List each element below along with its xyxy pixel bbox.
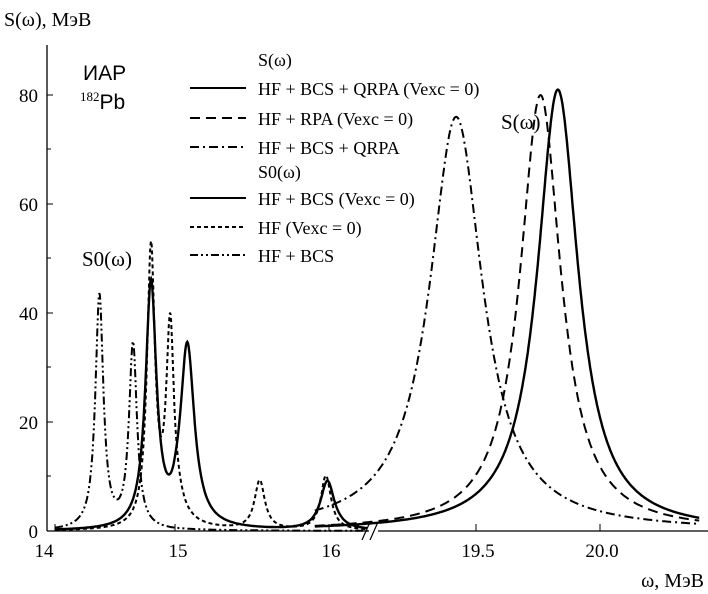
series-line-right-dashdot: [314, 115, 700, 525]
series-line-left-dotted: [55, 240, 368, 531]
y-axis-label: S(ω), МэВ: [4, 9, 91, 31]
series-layer: [54, 88, 700, 532]
mode-label: ИАР: [83, 62, 126, 85]
x-tick-label-16: 16: [322, 541, 341, 562]
series-line-left-dashdotdot: [54, 292, 368, 532]
y-tick-label-60: 60: [19, 195, 38, 216]
legend-label-hf-vexc0: HF (Vexc = 0): [258, 218, 362, 239]
legend-label-hf-rpa-vexc0: HF + RPA (Vexc = 0): [258, 109, 413, 130]
y-tick-label-80: 80: [19, 86, 38, 107]
series-line-left-solid: [55, 275, 368, 531]
y-tick-label-40: 40: [19, 304, 38, 325]
legend-label-hf-bcs: HF + BCS: [258, 246, 334, 266]
nucleus-symbol: Pb: [100, 91, 126, 114]
y-tick-label-20: 20: [19, 413, 38, 434]
y-tick-label-0: 0: [29, 522, 39, 543]
series-line-right-dashed: [314, 94, 700, 527]
series-line-right-solid: [314, 88, 700, 528]
y-minor-ticks: [47, 148, 51, 477]
legend-label-hf-bcs-qrpa-vexc0: HF + BCS + QRPA (Vexc = 0): [258, 79, 479, 100]
legend-label-hf-bcs-vexc0: HF + BCS (Vexc = 0): [258, 189, 415, 210]
legend-label-hf-bcs-qrpa: HF + BCS + QRPA: [258, 138, 400, 158]
legend: S(ω) HF + BCS + QRPA (Vexc = 0) HF + RPA…: [190, 50, 479, 266]
x-axis-label: ω, МэВ: [641, 570, 704, 592]
nucleus-label: 182Pb: [80, 89, 125, 114]
legend-group2-title: S0(ω): [258, 162, 301, 183]
legend-group1-title: S(ω): [258, 50, 292, 71]
x-tick-label-14: 14: [35, 541, 55, 562]
x-tick-label-19-5: 19.5: [461, 541, 494, 562]
x-tick-label-20: 20.0: [585, 541, 618, 562]
x-tick-label-15: 15: [169, 541, 188, 562]
left-curve-label: S0(ω): [82, 247, 132, 271]
nucleus-mass: 182: [80, 89, 100, 104]
axis-break-mark: [361, 521, 379, 541]
